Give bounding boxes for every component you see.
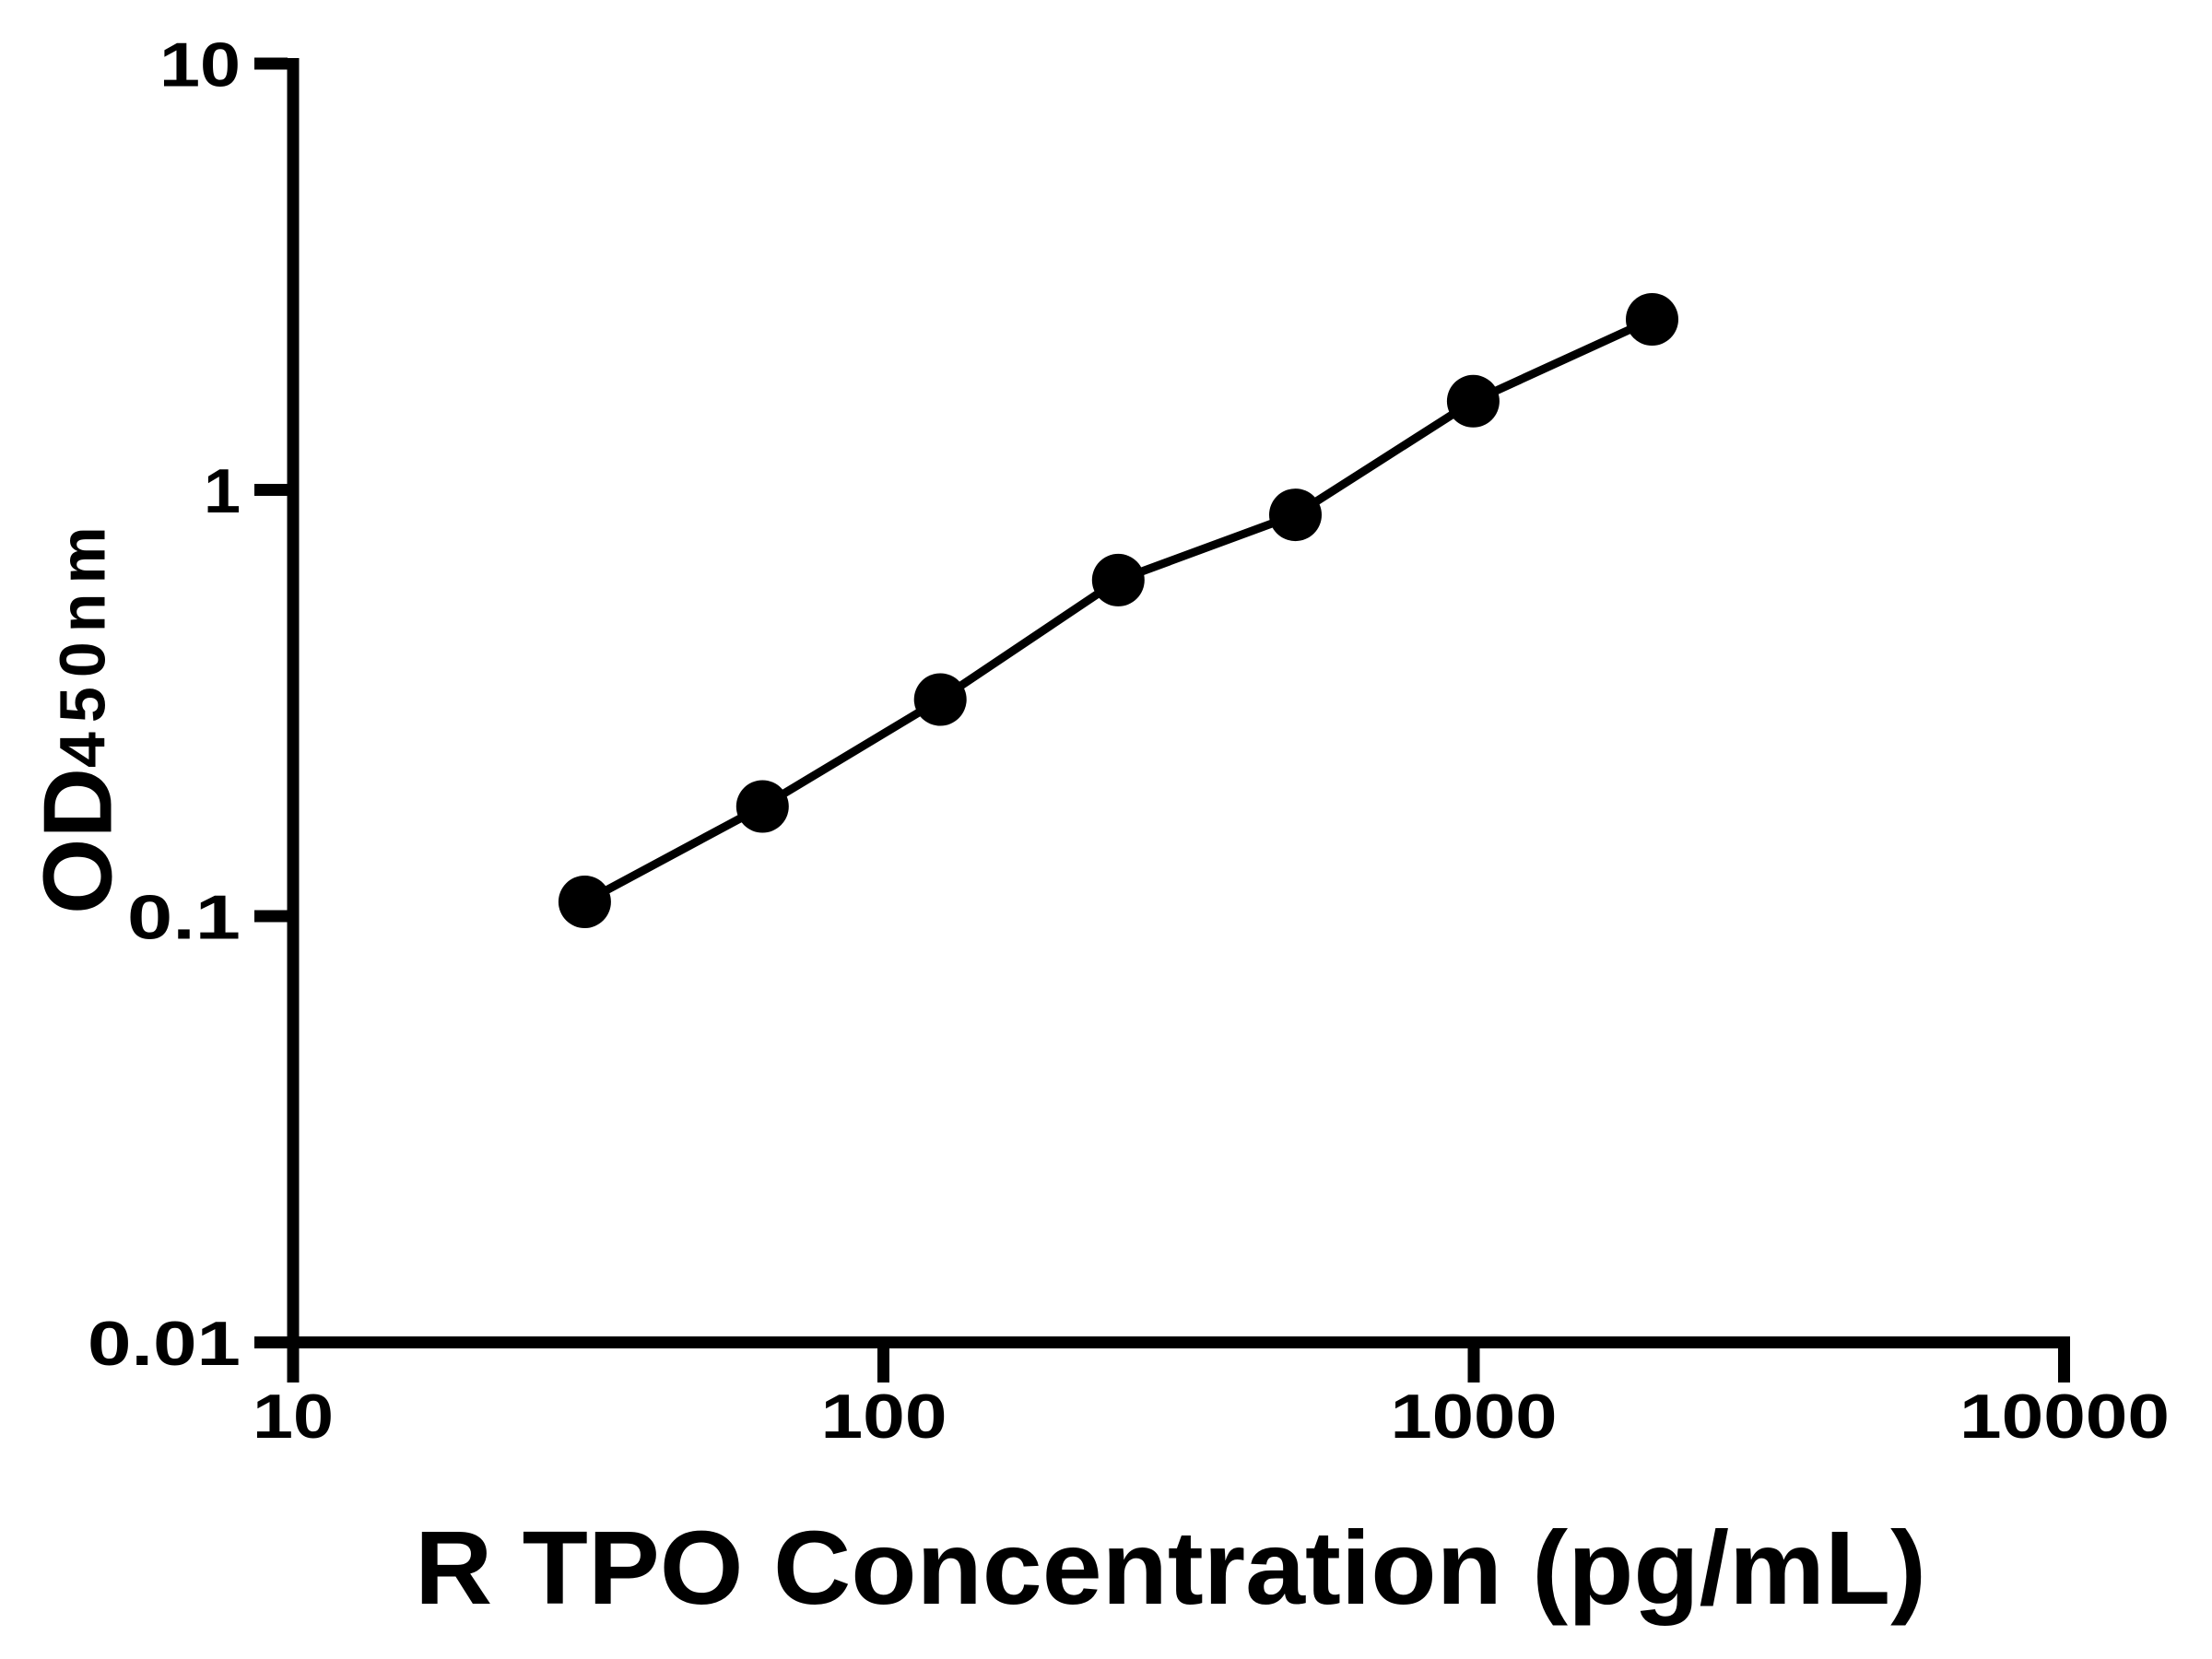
svg-text:10: 10 — [253, 1382, 334, 1452]
svg-text:1000: 1000 — [1391, 1382, 1558, 1452]
svg-text:10000: 10000 — [1959, 1382, 2170, 1452]
svg-text:100: 100 — [821, 1382, 947, 1452]
svg-text:0.1: 0.1 — [127, 883, 241, 953]
svg-text:0.01: 0.01 — [88, 1309, 241, 1379]
svg-text:1: 1 — [204, 456, 241, 526]
svg-text:10: 10 — [159, 30, 241, 100]
svg-text:R TPO Concentration (pg/mL): R TPO Concentration (pg/mL) — [415, 1510, 1926, 1626]
